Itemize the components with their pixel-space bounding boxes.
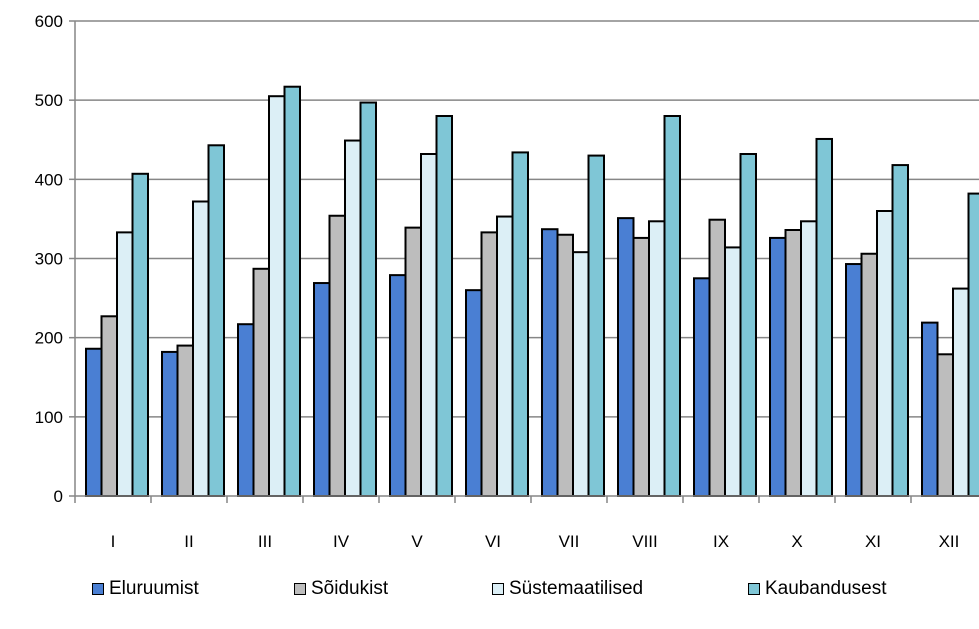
bar [556,233,574,497]
y-tick-label: 500 [35,91,63,110]
y-tick-label: 0 [54,487,63,506]
bar [648,220,666,498]
bar [739,153,757,497]
bar [693,277,711,497]
x-tick-label: IV [333,532,350,551]
legend-label: Eluruumist [109,578,199,599]
x-tick-label: V [411,532,423,551]
legend-swatch [492,583,504,595]
y-tick-label: 100 [35,408,63,427]
bar [359,101,377,498]
bar [100,315,118,497]
x-tick-label: XI [865,532,881,551]
bar [313,282,331,497]
bar [936,353,954,497]
x-tick-label: VIII [632,532,658,551]
legend-label: Sõidukist [311,578,389,599]
bar [952,287,970,498]
bar [541,228,559,497]
bar [404,226,422,497]
bar [435,115,453,497]
axes [69,20,979,503]
bar [800,220,818,498]
x-tick-label: XII [939,532,960,551]
x-tick-label: IX [713,532,729,551]
x-tick-label: III [258,532,272,551]
bar [283,85,301,497]
x-tick-label: VI [485,532,501,551]
legend-swatch [748,583,760,595]
bar [587,154,605,497]
bar [769,236,787,498]
bar [891,164,909,497]
legend-label: Kaubandusest [765,578,887,599]
bar [815,137,833,497]
bar [724,246,742,497]
bar [116,231,134,497]
bar [131,172,149,498]
bar [161,350,179,497]
legend-swatch [294,583,306,595]
y-tick-label: 400 [35,170,63,189]
legend-item-soidukist: Sõidukist [294,578,388,600]
legend-item-kaubandusest: Kaubandusest [748,578,887,600]
bar [252,267,270,497]
bar [617,217,635,497]
bar [967,192,979,497]
bar [465,289,483,497]
y-tick-label: 200 [35,329,63,348]
legend: Eluruumist Sõidukist Süstemaatilised Kau… [0,578,979,608]
bar [389,274,407,497]
bar [663,115,681,497]
bar [708,218,726,497]
bar [876,210,894,497]
bar [176,344,194,498]
x-tick-label: II [184,532,193,551]
x-tick-label: VII [559,532,580,551]
legend-item-eluruumist: Eluruumist [92,578,199,600]
bar [511,151,529,498]
legend-item-systemaatilised: Süstemaatilised [492,578,643,600]
bar [632,236,650,498]
bar [420,153,438,497]
bar [496,215,514,498]
bar [480,231,498,497]
bar [921,321,939,497]
legend-swatch [92,583,104,595]
bar [572,251,590,497]
bar [268,95,286,497]
x-tick-label: X [791,532,802,551]
bar [237,323,255,498]
bar [784,229,802,497]
bar [845,263,863,497]
bar [860,252,878,497]
bar [85,347,103,497]
bars [85,85,979,498]
bar [207,144,225,498]
y-tick-label: 300 [35,250,63,269]
bar [192,200,210,497]
legend-label: Süstemaatilised [509,578,644,599]
y-tick-label: 600 [35,12,63,31]
bar [328,214,346,497]
bar [344,139,362,498]
x-tick-label: I [111,532,116,551]
